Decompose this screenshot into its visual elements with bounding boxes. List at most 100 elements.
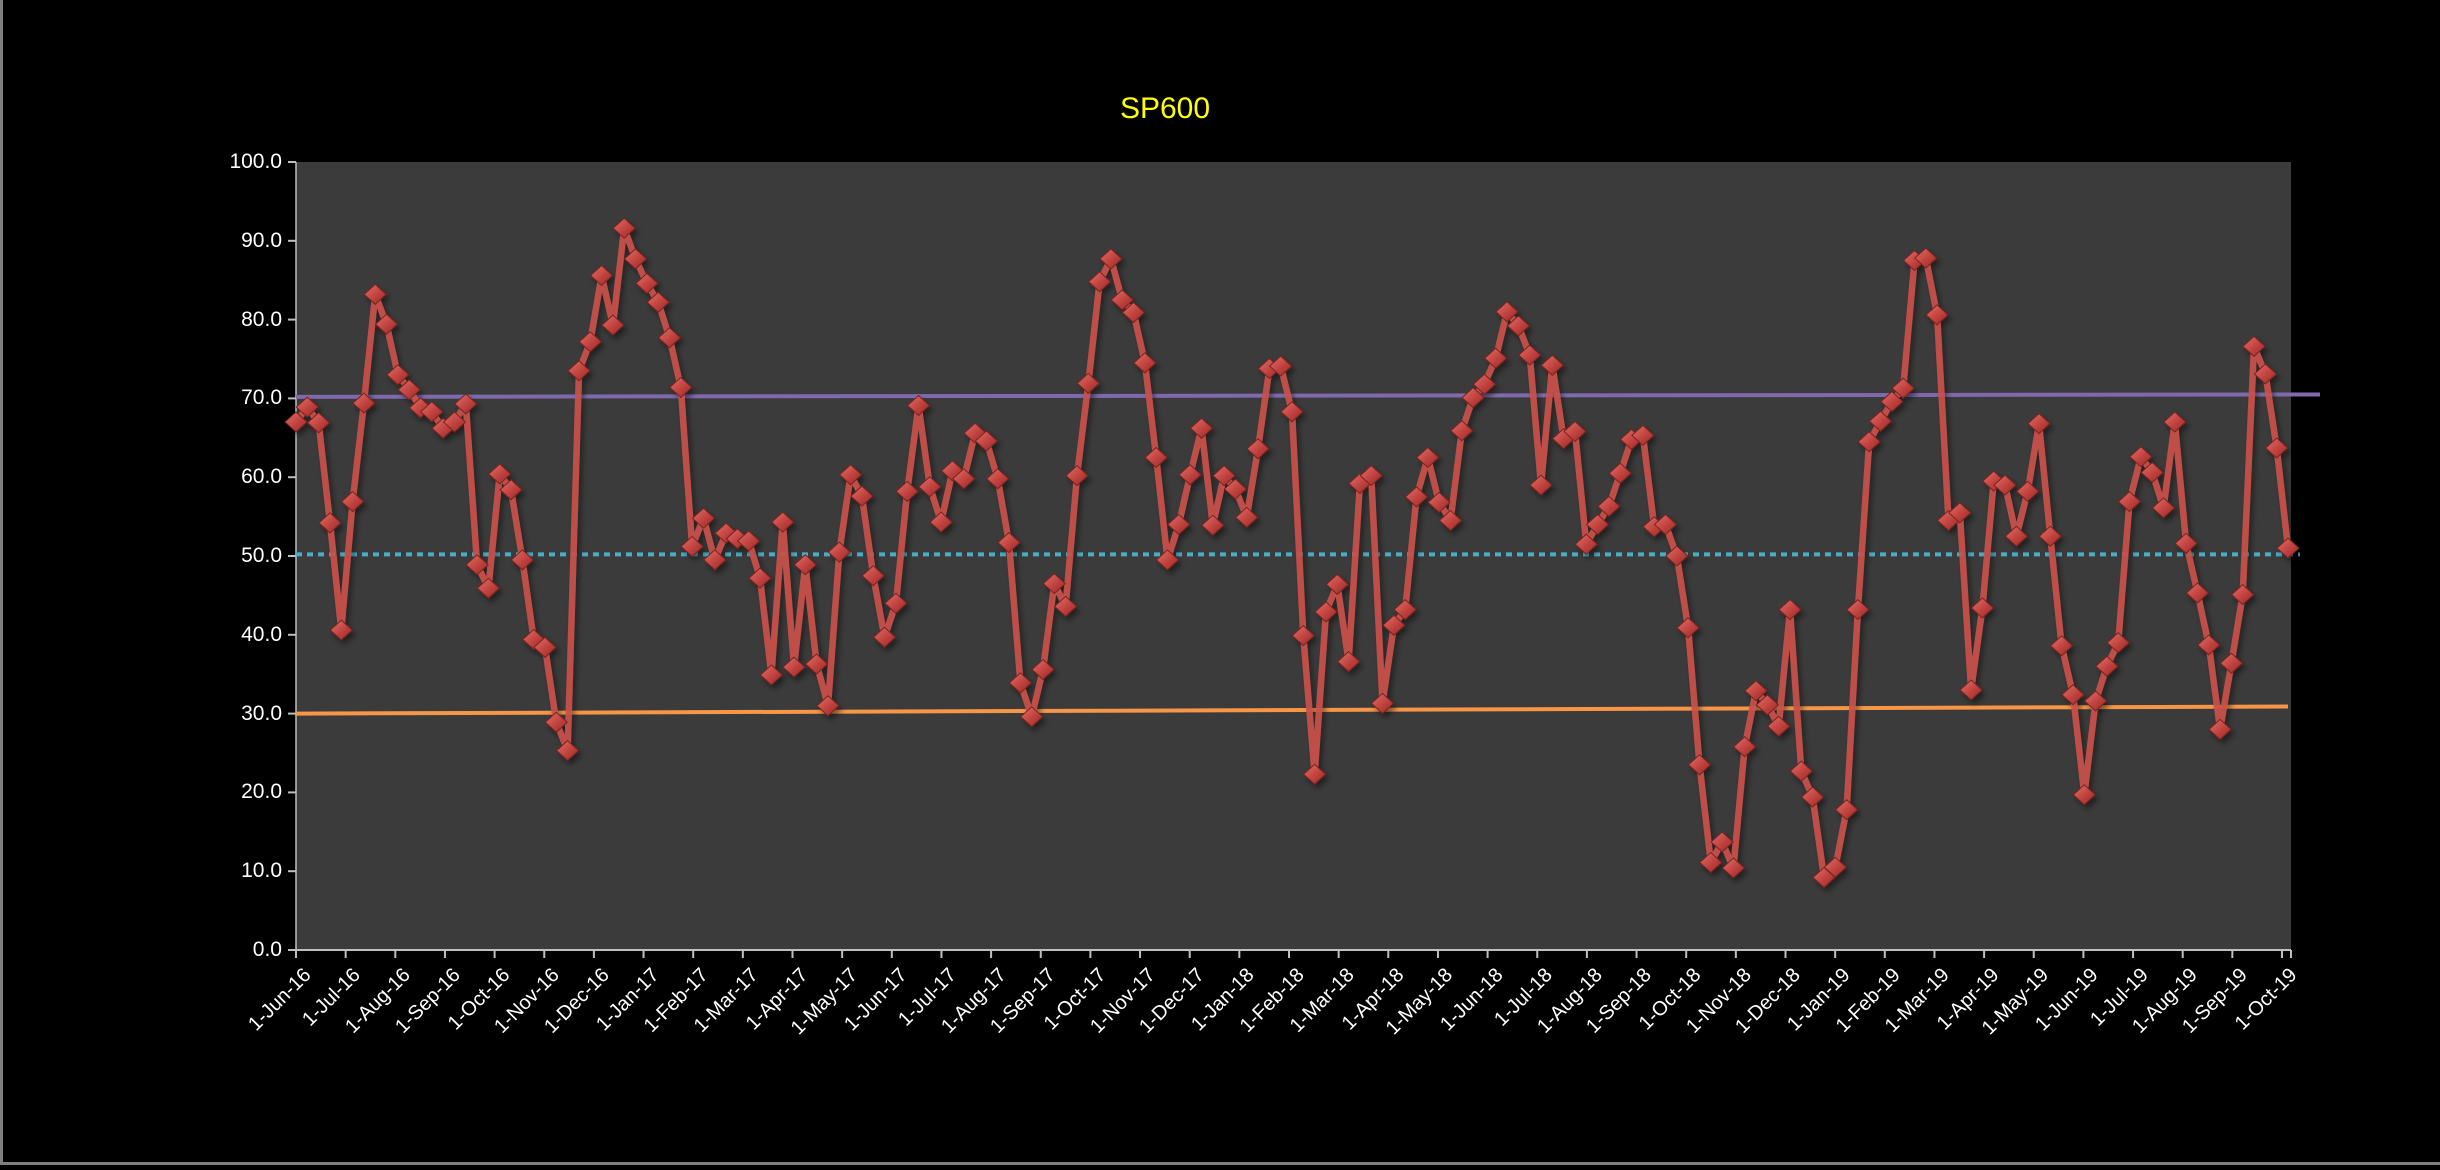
data-point-marker: [1302, 763, 1327, 785]
data-point-marker: [1472, 373, 1497, 395]
data-point-marker: [2027, 412, 2051, 435]
data-point-marker: [1155, 549, 1180, 571]
data-point-marker: [1110, 289, 1134, 311]
data-point-marker: [454, 393, 478, 415]
data-point-marker: [952, 468, 976, 490]
data-point-marker: [872, 626, 897, 648]
data-point-marker: [2004, 525, 2029, 547]
data-point-marker: [2276, 537, 2300, 559]
data-point-marker: [669, 376, 693, 399]
data-point-marker: [1336, 650, 1361, 673]
data-point-marker: [1653, 513, 1678, 536]
data-point-marker: [1517, 344, 1542, 366]
data-point-marker: [544, 711, 569, 733]
data-point-marker: [1846, 598, 1870, 621]
data-point-marker: [1914, 247, 1938, 269]
data-point-marker: [1597, 495, 1621, 518]
data-point-marker: [1483, 347, 1508, 369]
data-point-marker: [510, 549, 535, 571]
data-point-marker: [1053, 595, 1078, 618]
data-point-marker: [2185, 582, 2210, 604]
data-point-marker: [499, 479, 523, 501]
window-edge-left: [0, 0, 3, 1165]
data-point-marker: [1631, 424, 1655, 447]
data-point-marker: [476, 577, 501, 599]
data-point-marker: [2072, 784, 2097, 806]
data-point-marker: [703, 549, 727, 571]
data-point-marker: [487, 463, 512, 485]
data-point-marker: [997, 531, 1021, 554]
data-point-marker: [1087, 271, 1112, 293]
y-axis-tick-label: 10.0: [241, 859, 282, 883]
data-point-marker: [533, 636, 557, 659]
data-point-marker: [555, 739, 580, 762]
y-axis-tick-label: 30.0: [241, 701, 282, 725]
data-point-marker: [2015, 480, 2040, 503]
data-point-marker: [680, 535, 704, 558]
data-point-marker: [340, 490, 365, 513]
y-axis-tick-label: 80.0: [241, 307, 282, 331]
data-point-marker: [1800, 786, 1825, 808]
data-point-marker: [1144, 446, 1168, 469]
y-axis-tick-label: 0.0: [252, 938, 282, 961]
data-point-marker: [1359, 464, 1383, 487]
data-point-marker: [1167, 513, 1191, 536]
data-point-marker: [1201, 514, 1225, 536]
y-axis-tick-label: 70.0: [241, 386, 282, 410]
data-point-marker: [352, 392, 376, 414]
data-point-marker: [1676, 617, 1700, 639]
data-point-marker: [816, 695, 840, 717]
data-point-marker: [567, 360, 591, 382]
data-point-marker: [1665, 545, 1689, 567]
data-point-marker: [623, 248, 648, 270]
data-point-marker: [1563, 420, 1587, 443]
upper-threshold-line: [295, 392, 2321, 399]
data-point-marker: [1857, 431, 1881, 453]
data-point-marker: [1189, 417, 1214, 439]
data-point-marker: [1008, 672, 1033, 694]
data-point-marker: [1133, 352, 1157, 374]
data-point-marker: [1031, 658, 1055, 681]
data-point-marker: [1948, 502, 1972, 524]
data-point-marker: [1823, 856, 1848, 878]
data-point-marker: [2106, 632, 2130, 654]
data-point-marker: [1959, 679, 1983, 701]
data-point-marker: [2061, 684, 2085, 706]
y-axis-tick-label: 100.0: [229, 150, 282, 173]
data-point-marker: [1076, 372, 1101, 395]
data-point-marker: [284, 411, 308, 433]
data-point-marker: [386, 364, 410, 386]
data-point-marker: [1868, 410, 1893, 432]
data-point-marker: [2242, 335, 2266, 358]
data-point-marker: [1755, 694, 1780, 716]
data-point-marker: [1766, 715, 1791, 737]
y-axis-tick-label: 20.0: [241, 780, 282, 804]
y-axis-tick-label: 50.0: [241, 544, 282, 567]
data-point-marker: [295, 396, 320, 418]
data-point-marker: [1393, 598, 1417, 621]
data-point-marker: [1268, 355, 1293, 377]
data-point-marker: [1834, 799, 1859, 821]
data-point-marker: [861, 565, 885, 587]
data-point-marker: [1970, 597, 1995, 619]
data-point-marker: [2163, 411, 2187, 433]
data-point-marker: [420, 401, 444, 423]
data-point-marker: [1574, 533, 1599, 555]
data-point-marker: [1744, 680, 1768, 702]
data-point-marker: [2174, 532, 2198, 555]
data-point-marker: [657, 327, 682, 349]
data-point-marker: [736, 530, 761, 552]
data-point-marker: [1382, 614, 1406, 636]
data-point-marker: [2219, 652, 2244, 674]
data-point-marker: [1438, 509, 1463, 532]
data-point-marker: [2230, 583, 2255, 606]
data-point-marker: [850, 485, 874, 507]
data-point-marker: [1427, 491, 1451, 514]
data-point-marker: [884, 592, 908, 614]
data-point-marker: [770, 511, 795, 533]
data-point-marker: [827, 541, 852, 563]
data-point-marker: [1585, 513, 1610, 536]
data-point-marker: [1450, 420, 1474, 442]
data-point-marker: [1461, 386, 1485, 409]
